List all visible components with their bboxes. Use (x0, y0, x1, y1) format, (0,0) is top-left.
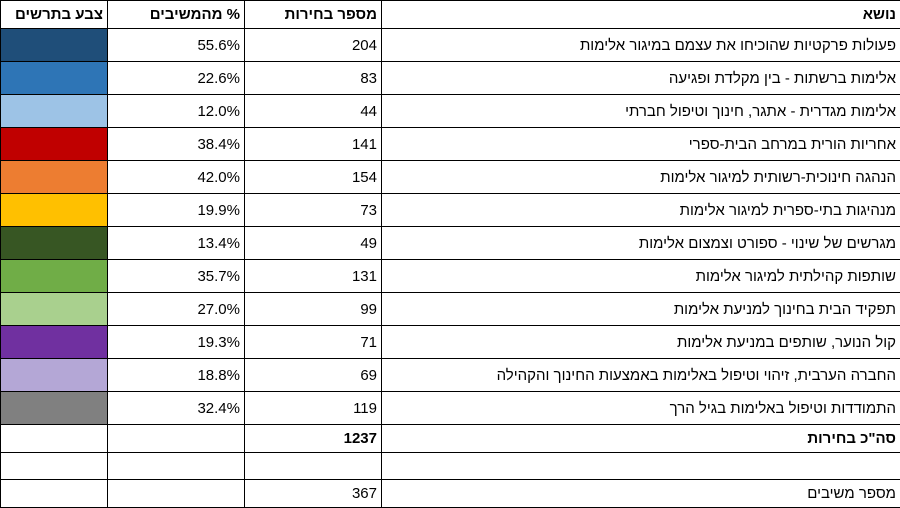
count-cell: 49 (245, 227, 382, 260)
empty-cell (108, 425, 245, 453)
topic-cell: פעולות פרקטיות שהוכיחו את עצמם במיגור אל… (382, 29, 900, 62)
topic-cell: מנהיגות בתי-ספרית למיגור אלימות (382, 194, 900, 227)
percent-cell: 18.8% (108, 359, 245, 392)
table-row: פעולות פרקטיות שהוכיחו את עצמם במיגור אל… (1, 29, 900, 62)
table-row: החברה הערבית, זיהוי וטיפול באלימות באמצע… (1, 359, 900, 392)
empty-cell (382, 453, 900, 480)
color-swatch (1, 227, 108, 260)
topic-cell: מגרשים של שינוי - ספורט וצמצום אלימות (382, 227, 900, 260)
count-cell: 73 (245, 194, 382, 227)
count-cell: 141 (245, 128, 382, 161)
count-cell: 204 (245, 29, 382, 62)
color-swatch (1, 128, 108, 161)
respondents-label: מספר משיבים (382, 480, 900, 508)
color-swatch (1, 194, 108, 227)
percent-cell: 55.6% (108, 29, 245, 62)
percent-cell: 22.6% (108, 62, 245, 95)
header-cell: מספר בחירות (245, 1, 382, 29)
empty-cell (1, 425, 108, 453)
header-cell: נושא (382, 1, 900, 29)
percent-cell: 12.0% (108, 95, 245, 128)
count-cell: 83 (245, 62, 382, 95)
count-cell: 131 (245, 260, 382, 293)
topic-cell: הנהגה חינוכית-רשותית למיגור אלימות (382, 161, 900, 194)
percent-cell: 27.0% (108, 293, 245, 326)
topic-cell: קול הנוער, שותפים במניעת אלימות (382, 326, 900, 359)
topic-cell: שותפות קהילתית למיגור אלימות (382, 260, 900, 293)
topic-cell: תפקיד הבית בחינוך למניעת אלימות (382, 293, 900, 326)
color-swatch (1, 29, 108, 62)
topic-cell: החברה הערבית, זיהוי וטיפול באלימות באמצע… (382, 359, 900, 392)
count-cell: 44 (245, 95, 382, 128)
color-swatch (1, 359, 108, 392)
total-count: 1237 (245, 425, 382, 453)
table-row (1, 453, 900, 480)
color-swatch (1, 392, 108, 425)
total-label: סה"כ בחירות (382, 425, 900, 453)
percent-cell: 13.4% (108, 227, 245, 260)
empty-cell (1, 480, 108, 508)
topic-cell: אלימות מגדרית - אתגר, חינוך וטיפול חברתי (382, 95, 900, 128)
percent-cell: 38.4% (108, 128, 245, 161)
count-cell: 69 (245, 359, 382, 392)
color-swatch (1, 326, 108, 359)
topic-cell: אלימות ברשתות - בין מקלדת ופגיעה (382, 62, 900, 95)
count-cell: 119 (245, 392, 382, 425)
color-swatch (1, 260, 108, 293)
percent-cell: 42.0% (108, 161, 245, 194)
count-cell: 99 (245, 293, 382, 326)
respondents-count: 367 (245, 480, 382, 508)
color-swatch (1, 293, 108, 326)
topic-cell: אחריות הורית במרחב הבית-ספרי (382, 128, 900, 161)
count-cell: 71 (245, 326, 382, 359)
color-swatch (1, 95, 108, 128)
color-swatch (1, 62, 108, 95)
count-cell: 154 (245, 161, 382, 194)
empty-cell (1, 453, 108, 480)
empty-cell (108, 453, 245, 480)
percent-cell: 19.9% (108, 194, 245, 227)
empty-cell (245, 453, 382, 480)
empty-cell (108, 480, 245, 508)
percent-cell: 19.3% (108, 326, 245, 359)
percent-cell: 32.4% (108, 392, 245, 425)
table-row: אלימות מגדרית - אתגר, חינוך וטיפול חברתי… (1, 95, 900, 128)
topic-cell: התמודדות וטיפול באלימות בגיל הרך (382, 392, 900, 425)
percent-cell: 35.7% (108, 260, 245, 293)
header-cell: צבע בתרשים (1, 1, 108, 29)
color-swatch (1, 161, 108, 194)
header-cell: % מהמשיבים (108, 1, 245, 29)
